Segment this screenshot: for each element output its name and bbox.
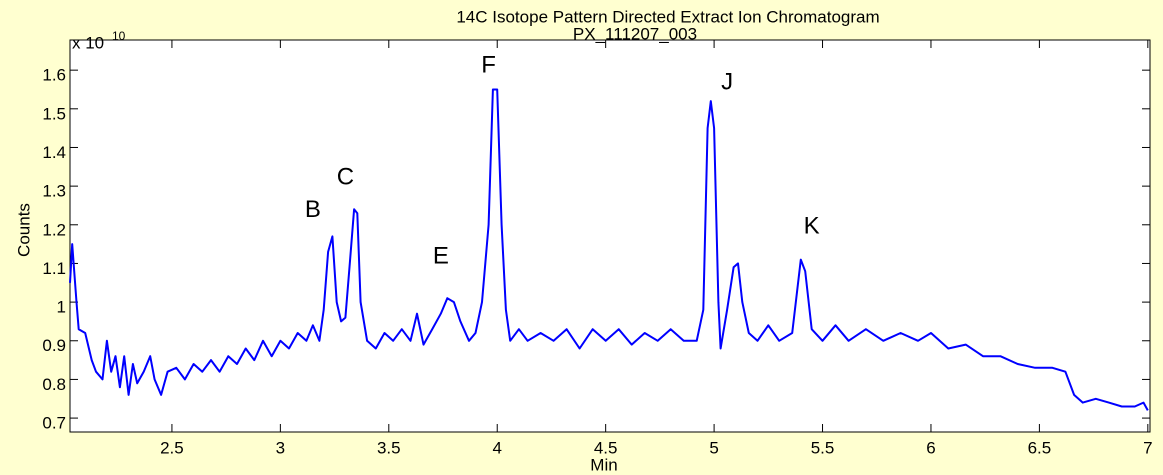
x-tick-label: 4.5 bbox=[594, 438, 618, 457]
x-tick-label: 7 bbox=[1143, 438, 1152, 457]
chart-title: 14C Isotope Pattern Directed Extract Ion… bbox=[456, 7, 879, 26]
y-tick-label: 1.4 bbox=[42, 143, 66, 162]
y-tick-label: 0.8 bbox=[42, 375, 66, 394]
x-tick-label: 6 bbox=[926, 438, 935, 457]
y-tick-label: 1.3 bbox=[42, 182, 66, 201]
y-axis-label: Counts bbox=[14, 203, 33, 257]
peak-label: K bbox=[804, 212, 820, 239]
y-tick-label: 0.9 bbox=[42, 336, 66, 355]
x-tick-label: 3.5 bbox=[377, 438, 401, 457]
y-tick-label: 1.1 bbox=[42, 259, 66, 278]
y-tick-label: 0.7 bbox=[42, 414, 66, 433]
y-scale-label: x 10 bbox=[72, 33, 104, 52]
data-line bbox=[69, 88, 1149, 411]
x-tick-label: 5 bbox=[709, 438, 718, 457]
y-tick-label: 1.5 bbox=[42, 104, 66, 123]
y-tick-label: 1 bbox=[57, 298, 66, 317]
peak-label: B bbox=[305, 196, 321, 223]
x-tick-label: 5.5 bbox=[811, 438, 835, 457]
chart-subtitle: PX_111207_003 bbox=[573, 24, 697, 43]
x-tick-label: 2.5 bbox=[160, 438, 184, 457]
peak-label: J bbox=[721, 69, 733, 96]
x-tick-label: 6.5 bbox=[1028, 438, 1052, 457]
x-axis-label: Min bbox=[590, 455, 617, 474]
x-tick-label: 3 bbox=[276, 438, 285, 457]
peak-label: F bbox=[481, 52, 496, 79]
y-tick-label: 1.6 bbox=[42, 66, 66, 85]
x-tick-label: 4 bbox=[492, 438, 501, 457]
y-tick-label: 1.2 bbox=[42, 220, 66, 239]
peak-label: C bbox=[337, 164, 354, 191]
y-scale-exponent: 10 bbox=[112, 29, 126, 43]
peak-label: E bbox=[433, 243, 449, 270]
plot-area bbox=[69, 39, 1151, 433]
